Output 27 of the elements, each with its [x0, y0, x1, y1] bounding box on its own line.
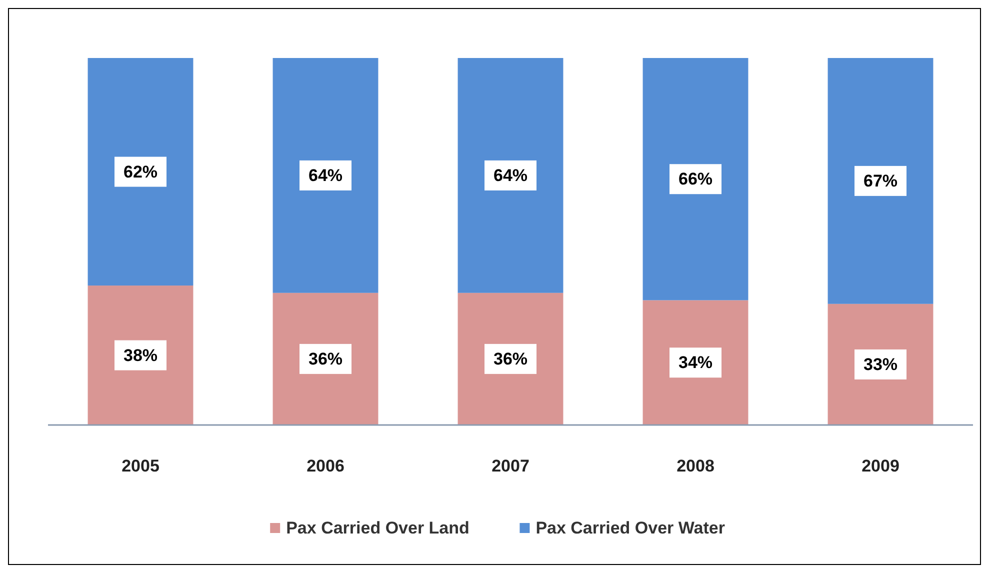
data-label: 64% [493, 166, 528, 185]
data-label: 64% [308, 166, 343, 185]
data-label: 36% [308, 349, 343, 368]
bar [642, 300, 748, 425]
data-label: 34% [678, 353, 713, 372]
bar [642, 58, 748, 300]
data-label: 38% [123, 346, 158, 365]
legend-label: Pax Carried Over Land [286, 518, 470, 538]
data-label: 66% [678, 170, 713, 189]
bar [828, 304, 934, 425]
bar [458, 58, 564, 293]
x-tick-label: 2009 [862, 456, 900, 476]
x-tick-label: 2005 [122, 456, 160, 476]
data-label: 33% [863, 354, 898, 374]
legend-label: Pax Carried Over Water [536, 518, 726, 538]
bar [458, 292, 564, 425]
bar [272, 292, 378, 425]
data-label: 62% [123, 162, 158, 182]
bar [88, 58, 194, 286]
x-tick-label: 2008 [676, 456, 714, 476]
x-tick-label: 2006 [306, 456, 344, 476]
data-label: 36% [493, 349, 528, 368]
bar [828, 58, 934, 304]
bar [88, 286, 194, 425]
bar [272, 58, 378, 293]
data-label: 67% [863, 171, 898, 190]
x-tick-label: 2007 [492, 456, 530, 476]
